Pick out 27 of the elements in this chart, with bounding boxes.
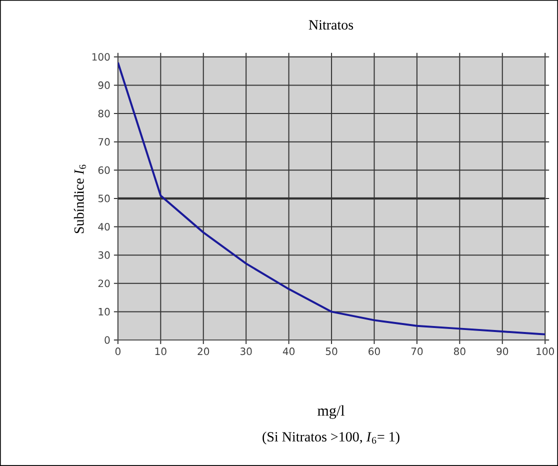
- y-tick-label: 60: [98, 166, 110, 174]
- y-tick-label: 10: [98, 308, 110, 316]
- text: (Si Nitratos >100, I$_{6}$= 1): [262, 432, 400, 444]
- y-tick-label: 50: [98, 194, 110, 202]
- x-tick-label: 70: [411, 348, 423, 356]
- x-tick-label: 60: [368, 348, 380, 356]
- y-tick-label: 30: [98, 251, 110, 259]
- x-axis-title: mg/l: [318, 405, 344, 419]
- y-axis-title: Subíndice I$_{6}$: [74, 164, 86, 234]
- x-tick-label: 50: [326, 348, 338, 356]
- y-tick-label: 0: [104, 336, 110, 344]
- x-tick-label: 30: [240, 348, 252, 356]
- y-tick-label: 80: [98, 110, 110, 118]
- y-tick-label: 70: [98, 138, 110, 146]
- chart-title: Nitratos: [308, 20, 354, 30]
- y-tick-label: 40: [98, 222, 110, 231]
- line-series: [118, 62, 546, 336]
- x-tick-label: 90: [496, 348, 508, 356]
- x-tick-label: 20: [198, 348, 210, 356]
- y-tick-label: 90: [98, 81, 110, 90]
- y-tick-label: 20: [98, 280, 110, 288]
- x-tick-label: 0: [115, 348, 120, 356]
- x-tick-label: 40: [282, 348, 295, 356]
- x-tick-label: 80: [454, 348, 466, 356]
- x-tick-label: 10: [155, 348, 166, 356]
- x-tick-label: 100: [536, 348, 554, 356]
- y-tick-label: 100: [92, 53, 110, 61]
